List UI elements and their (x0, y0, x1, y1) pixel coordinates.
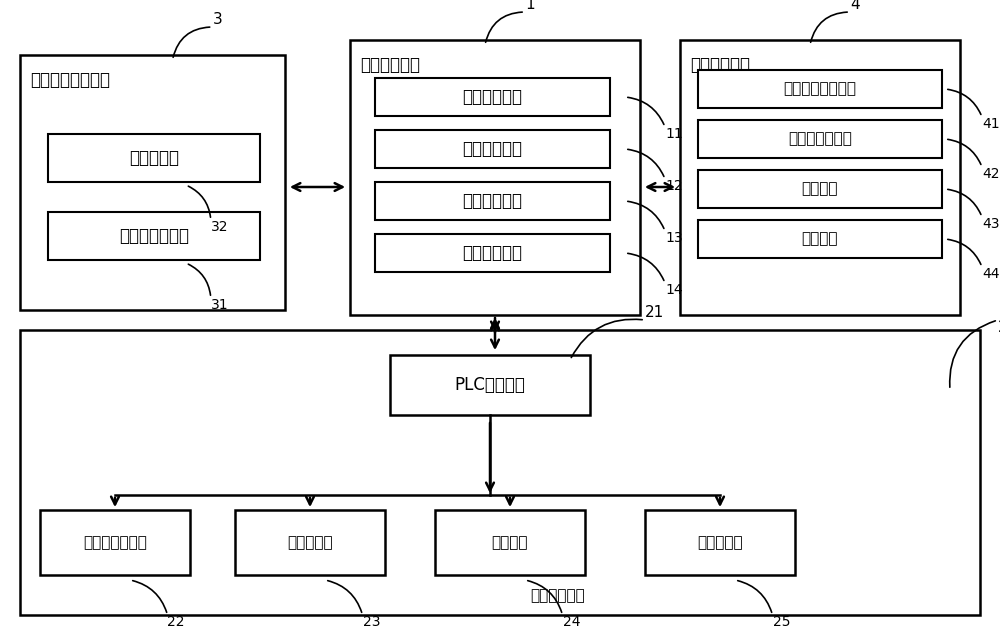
Text: 可伸缩吸盘: 可伸缩吸盘 (697, 535, 743, 550)
Text: 1: 1 (525, 0, 535, 12)
FancyBboxPatch shape (698, 220, 942, 258)
Text: 距离编码器: 距离编码器 (129, 149, 179, 167)
Text: 31: 31 (211, 298, 228, 312)
Text: 输送单元: 输送单元 (492, 535, 528, 550)
FancyBboxPatch shape (235, 510, 385, 575)
Text: 2: 2 (998, 320, 1000, 335)
Text: 视觉感知模块: 视觉感知模块 (462, 88, 522, 106)
Text: 11: 11 (665, 127, 683, 141)
FancyBboxPatch shape (375, 130, 610, 168)
FancyBboxPatch shape (645, 510, 795, 575)
Text: 24: 24 (562, 615, 580, 629)
FancyBboxPatch shape (698, 120, 942, 158)
FancyBboxPatch shape (390, 355, 590, 415)
Text: 42: 42 (982, 167, 1000, 181)
FancyBboxPatch shape (350, 40, 640, 315)
FancyBboxPatch shape (680, 40, 960, 315)
Text: 视觉感知采集系统: 视觉感知采集系统 (30, 71, 110, 89)
Text: 43: 43 (982, 217, 1000, 231)
FancyBboxPatch shape (20, 55, 285, 310)
Text: 13: 13 (665, 231, 683, 245)
FancyBboxPatch shape (435, 510, 585, 575)
Text: 4: 4 (850, 0, 860, 12)
Text: 32: 32 (211, 220, 228, 234)
Text: 41: 41 (982, 117, 1000, 131)
FancyBboxPatch shape (375, 234, 610, 272)
FancyBboxPatch shape (48, 212, 260, 260)
Text: 用户终端: 用户终端 (802, 182, 838, 196)
FancyBboxPatch shape (698, 170, 942, 208)
Text: 22: 22 (168, 615, 185, 629)
Text: 人机交互系统: 人机交互系统 (690, 56, 750, 74)
Text: 云服务器: 云服务器 (802, 231, 838, 247)
Text: 3: 3 (212, 12, 222, 27)
Text: 14: 14 (665, 283, 683, 297)
Text: 机械执行系统: 机械执行系统 (530, 588, 585, 603)
Text: 21: 21 (645, 305, 664, 320)
Text: 路径规划模块: 路径规划模块 (462, 192, 522, 210)
FancyBboxPatch shape (48, 134, 260, 182)
Text: 25: 25 (772, 615, 790, 629)
Text: PLC控制模块: PLC控制模块 (455, 376, 525, 394)
Text: 机械执行模块: 机械执行模块 (462, 244, 522, 262)
Text: 12: 12 (665, 179, 683, 193)
FancyBboxPatch shape (375, 78, 610, 116)
Text: 安全监控预警单元: 安全监控预警单元 (784, 82, 856, 96)
Text: 44: 44 (982, 267, 1000, 281)
FancyBboxPatch shape (375, 182, 610, 220)
Text: 龙门桁架机器人: 龙门桁架机器人 (83, 535, 147, 550)
Text: 拆垛机器人: 拆垛机器人 (287, 535, 333, 550)
Text: 23: 23 (362, 615, 380, 629)
FancyBboxPatch shape (40, 510, 190, 575)
Text: 二维激光扫描仪: 二维激光扫描仪 (119, 227, 189, 245)
Text: 智能控制系统: 智能控制系统 (360, 56, 420, 74)
Text: 装箱规划模块: 装箱规划模块 (462, 140, 522, 158)
FancyBboxPatch shape (698, 70, 942, 108)
FancyBboxPatch shape (20, 330, 980, 615)
Text: 上位机控制单元: 上位机控制单元 (788, 131, 852, 147)
